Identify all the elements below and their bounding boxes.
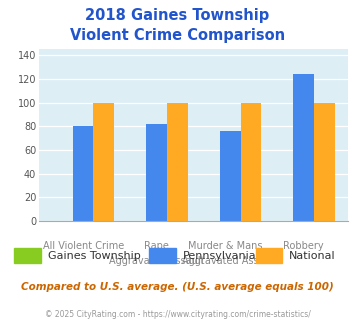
Text: Violent Crime Comparison: Violent Crime Comparison (70, 28, 285, 43)
Bar (314, 103, 335, 221)
Text: Robbery: Robbery (283, 241, 324, 250)
Text: Murder & Mans...: Murder & Mans... (189, 241, 272, 250)
Text: 2018 Gaines Township: 2018 Gaines Township (85, 8, 270, 23)
Text: National: National (289, 251, 336, 261)
Bar (167, 103, 187, 221)
Bar (73, 126, 93, 221)
Bar (241, 103, 261, 221)
Text: Aggravated Assault: Aggravated Assault (182, 256, 278, 266)
Bar (93, 103, 114, 221)
Bar (294, 74, 314, 221)
Text: Gaines Township: Gaines Township (48, 251, 141, 261)
Text: Aggravated Assault: Aggravated Assault (109, 256, 204, 266)
Text: All Violent Crime: All Violent Crime (43, 241, 124, 250)
Bar (146, 124, 167, 221)
Text: Pennsylvania: Pennsylvania (183, 251, 256, 261)
Bar (220, 131, 241, 221)
Text: Compared to U.S. average. (U.S. average equals 100): Compared to U.S. average. (U.S. average … (21, 282, 334, 292)
Text: © 2025 CityRating.com - https://www.cityrating.com/crime-statistics/: © 2025 CityRating.com - https://www.city… (45, 310, 310, 319)
Text: Rape: Rape (144, 241, 169, 250)
